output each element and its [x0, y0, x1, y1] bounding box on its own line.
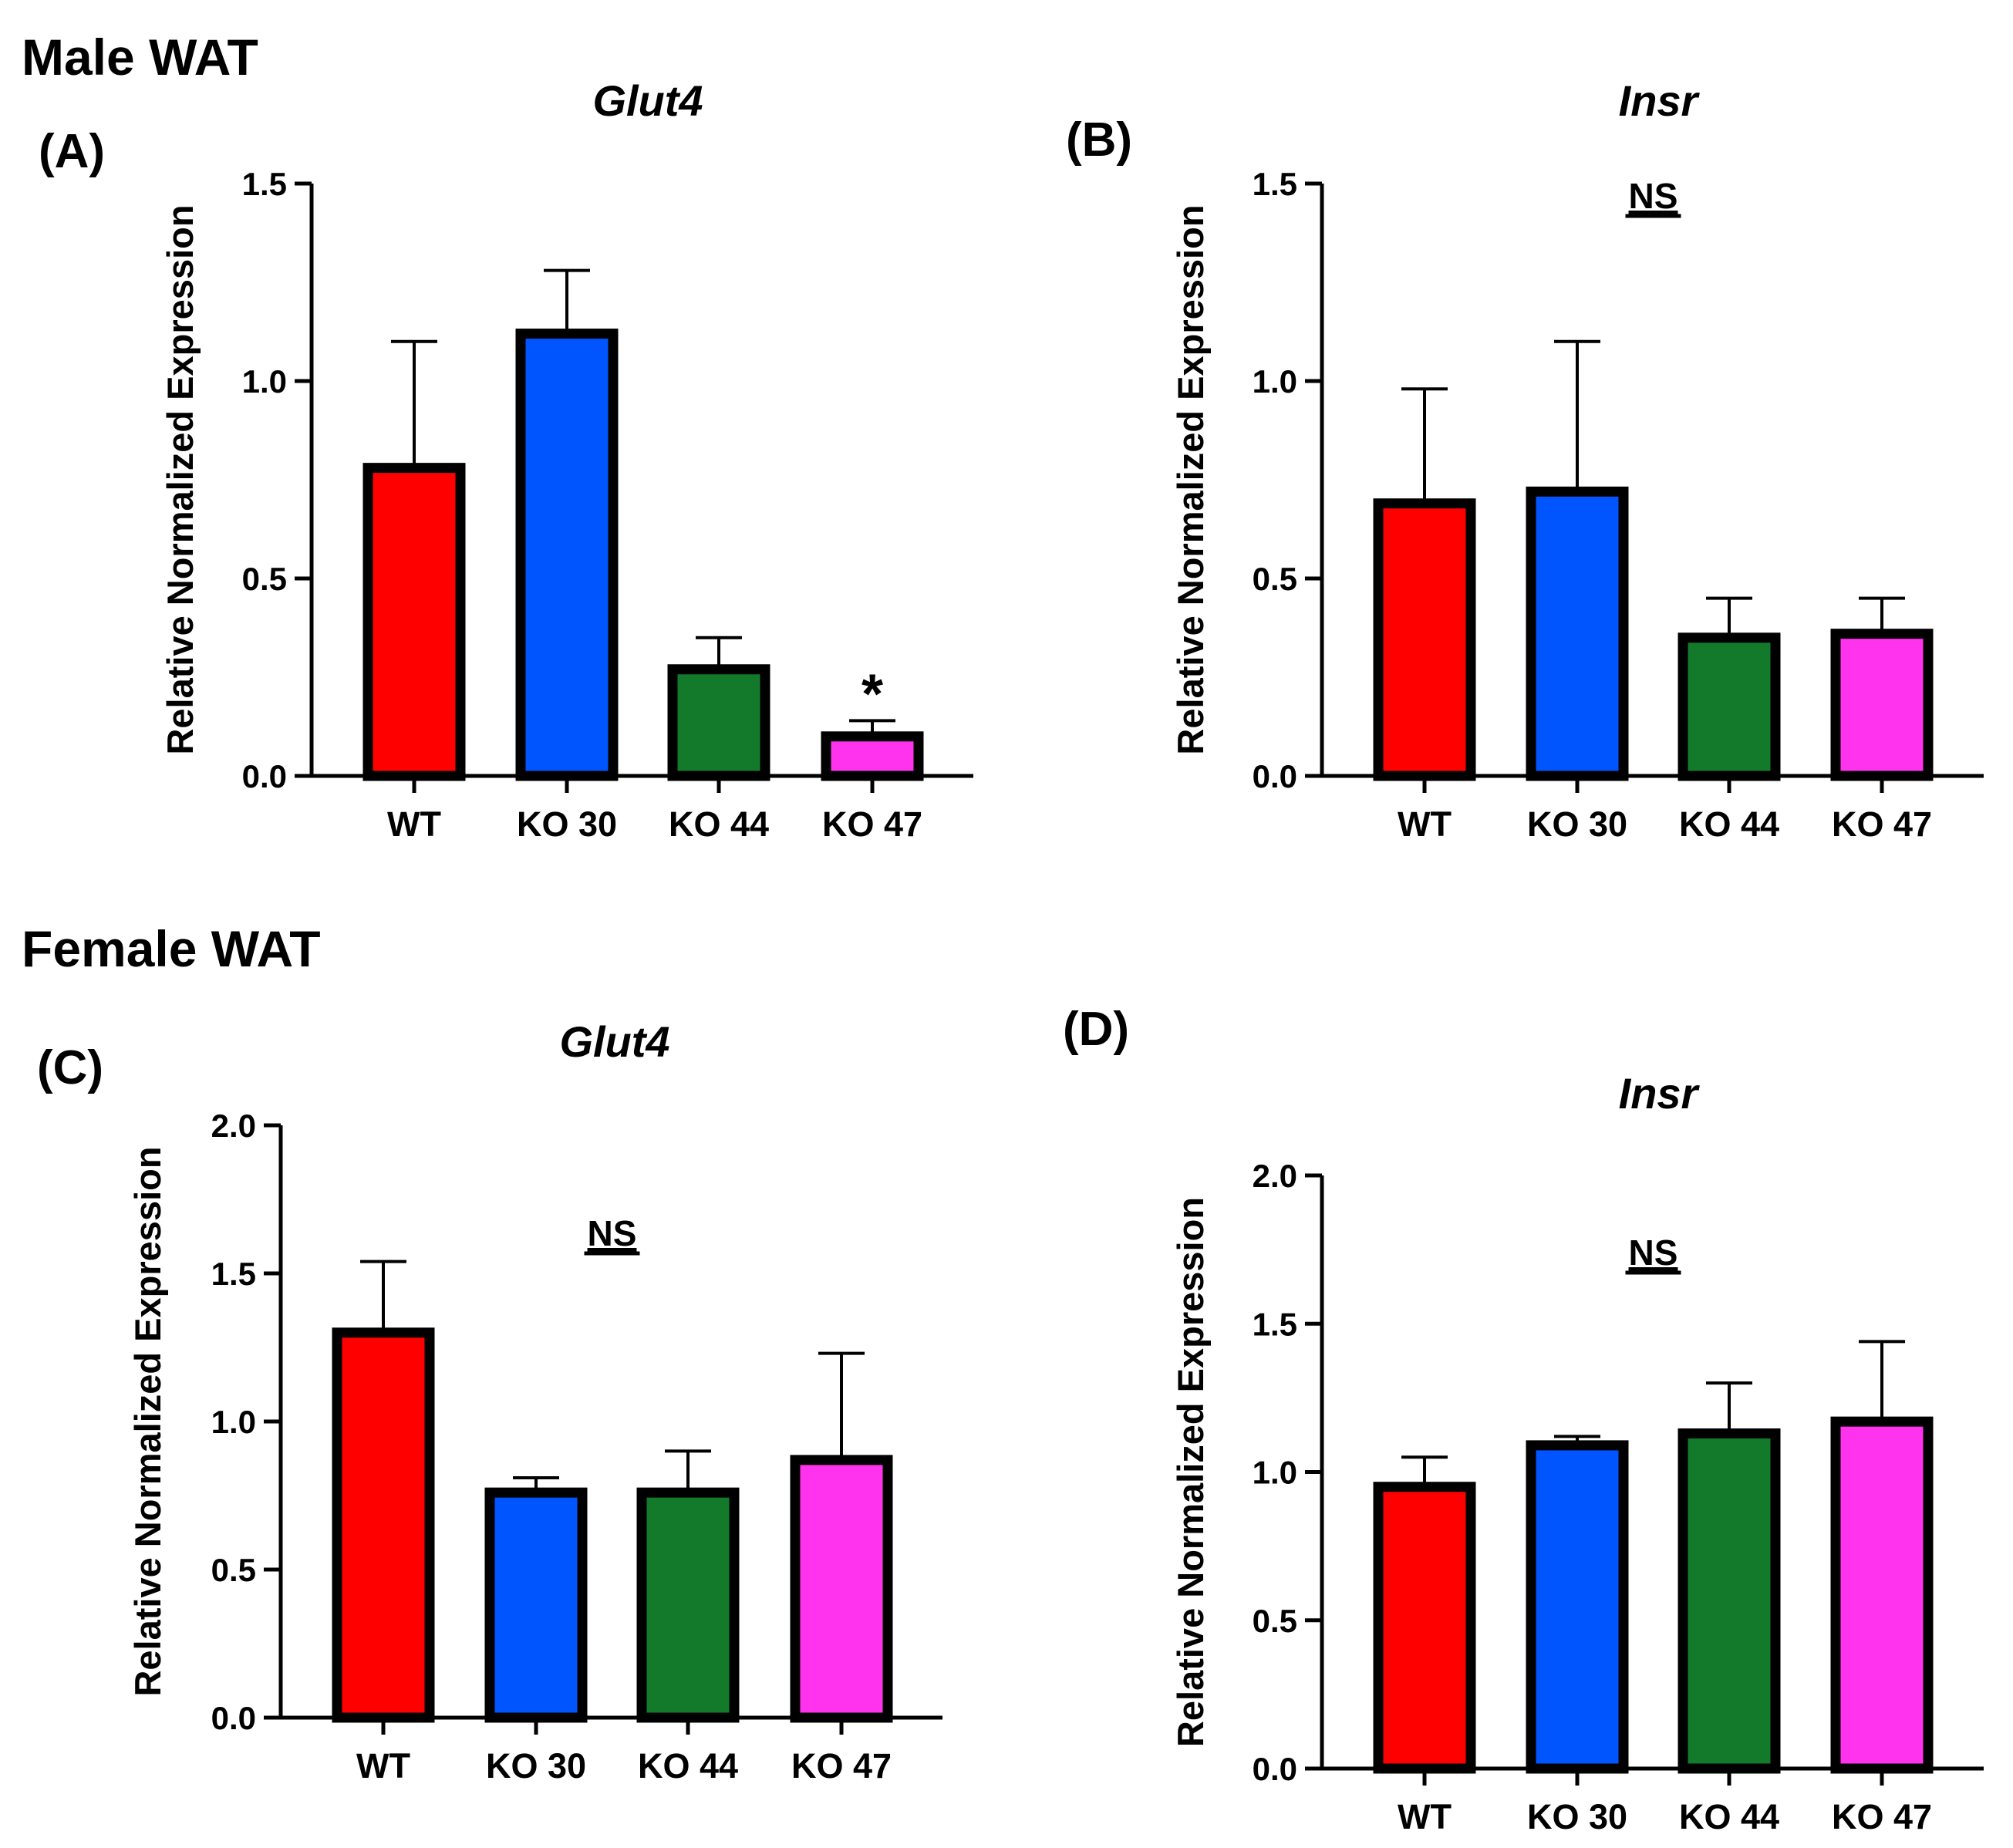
- bar-ko-47: [1830, 1416, 1934, 1774]
- bar-ko-30: [515, 329, 619, 781]
- y-tick-label: 2.0: [1253, 1158, 1297, 1194]
- bar-ko-44: [1678, 632, 1781, 781]
- x-tick-label: WT: [1398, 1797, 1452, 1836]
- female-wat-heading: Female WAT: [22, 920, 321, 977]
- chart-panel-1: (A) Glut4 Relative Normalized Expression 0.…: [39, 76, 973, 844]
- y-tick-label: 1.0: [242, 363, 287, 400]
- y-axis-label: Relative Normalized Expression: [1170, 204, 1211, 754]
- y-axis-label: Relative Normalized Expression: [160, 204, 201, 754]
- bar-ko-47: [1830, 629, 1934, 781]
- bar-ko-44: [1678, 1428, 1781, 1774]
- ns-annotation: NS: [1629, 1233, 1678, 1273]
- chart-panel-4: (D) Insr Relative Normalized Expression 0.0…: [1063, 1003, 1984, 1836]
- y-tick-label: 0.0: [1253, 758, 1297, 794]
- y-tick-label: 1.0: [211, 1404, 256, 1440]
- bar-wt: [1373, 1482, 1476, 1774]
- y-tick-label: 1.5: [242, 166, 287, 202]
- y-tick-label: 2.0: [211, 1108, 256, 1144]
- x-tick-label: KO 44: [1679, 804, 1779, 844]
- y-tick-label: 1.5: [1253, 166, 1297, 202]
- x-tick-label: KO 44: [638, 1746, 738, 1786]
- bar-ko-30: [1526, 486, 1629, 781]
- panel-letter: (B): [1066, 113, 1132, 167]
- chart-title: Insr: [1619, 1069, 1701, 1118]
- x-tick-label: KO 44: [669, 804, 769, 844]
- x-tick-label: WT: [356, 1746, 410, 1786]
- x-tick-label: KO 30: [1527, 1797, 1627, 1836]
- x-tick-label: KO 47: [791, 1746, 892, 1786]
- significance-marker: *: [862, 663, 883, 725]
- y-tick-label: 0.5: [1253, 561, 1297, 597]
- x-tick-label: KO 47: [1832, 1797, 1932, 1836]
- y-axis-label: Relative Normalized Expression: [127, 1146, 168, 1696]
- y-tick-label: 1.0: [1253, 363, 1297, 400]
- x-tick-label: WT: [387, 804, 441, 844]
- ns-annotation: NS: [588, 1213, 637, 1253]
- panel-letter: (D): [1063, 1003, 1129, 1056]
- x-tick-label: KO 44: [1679, 1797, 1779, 1836]
- x-tick-label: KO 30: [486, 1746, 586, 1786]
- bar-ko-44: [667, 664, 770, 781]
- y-tick-label: 0.5: [242, 561, 287, 597]
- ns-annotation: NS: [1629, 176, 1678, 216]
- chart-title: Glut4: [559, 1017, 669, 1066]
- bar-ko-30: [484, 1487, 588, 1723]
- chart-title: Glut4: [592, 76, 703, 125]
- y-tick-label: 0.5: [211, 1552, 256, 1588]
- chart-panel-2: (B) Insr Relative Normalized Expression 0.0…: [1066, 76, 1984, 844]
- x-tick-label: KO 30: [517, 804, 617, 844]
- bar-wt: [362, 463, 466, 781]
- y-tick-label: 1.5: [211, 1256, 256, 1292]
- y-tick-label: 1.0: [1253, 1455, 1297, 1491]
- male-wat-heading: Male WAT: [22, 29, 258, 86]
- y-tick-label: 0.0: [242, 758, 287, 794]
- chart-panels: (A) Glut4 Relative Normalized Expression 0.…: [37, 76, 1984, 1836]
- chart-panel-3: (C) Glut4 Relative Normalized Expression 0.…: [37, 1017, 942, 1786]
- bar-wt: [1373, 498, 1476, 781]
- chart-title: Insr: [1619, 76, 1701, 125]
- panel-letter: (C): [37, 1041, 103, 1094]
- x-tick-label: KO 30: [1527, 804, 1627, 844]
- x-tick-label: KO 47: [822, 804, 922, 844]
- bar-ko-30: [1526, 1440, 1629, 1774]
- panel-letter: (A): [39, 125, 105, 178]
- y-tick-label: 0.5: [1253, 1603, 1297, 1639]
- y-tick-label: 0.0: [211, 1700, 256, 1736]
- x-tick-label: WT: [1398, 804, 1452, 844]
- bar-ko-47: [821, 731, 924, 781]
- y-tick-label: 0.0: [1253, 1751, 1297, 1787]
- bar-ko-47: [790, 1455, 893, 1723]
- bar-ko-44: [636, 1487, 740, 1723]
- y-tick-label: 1.5: [1253, 1306, 1297, 1342]
- y-axis-label: Relative Normalized Expression: [1170, 1197, 1211, 1747]
- x-tick-label: KO 47: [1832, 804, 1932, 844]
- bar-wt: [332, 1327, 435, 1723]
